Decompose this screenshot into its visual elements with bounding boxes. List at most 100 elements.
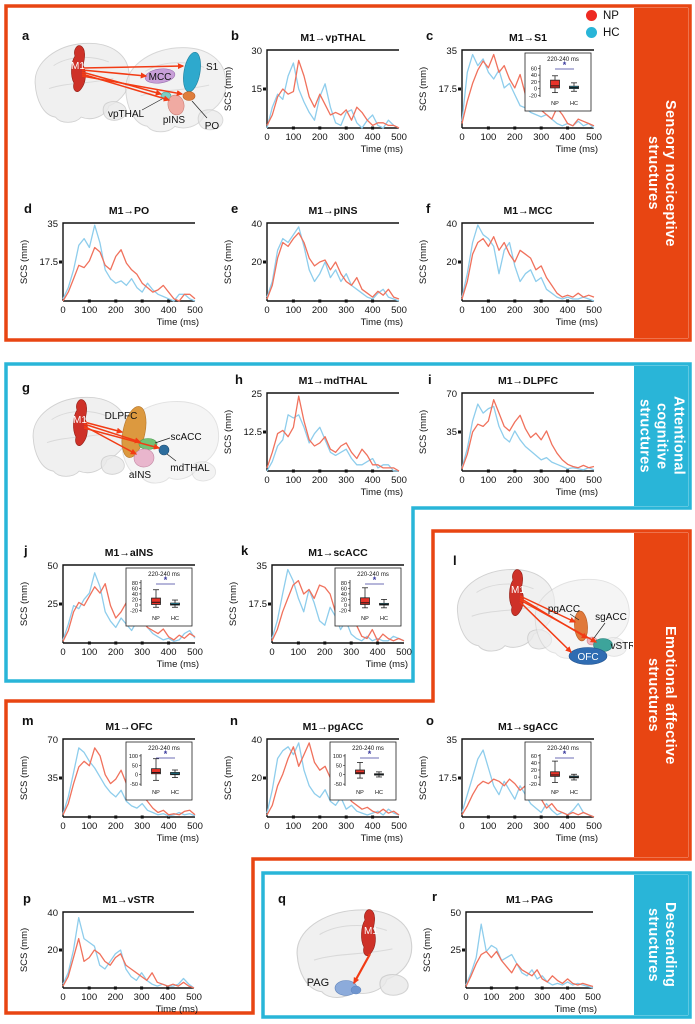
- chart-text: 40: [531, 761, 537, 767]
- pgacc-label: pgACC: [548, 604, 580, 615]
- hc-dot-icon: [586, 27, 597, 38]
- x-tick: 300: [533, 305, 549, 316]
- x-tick: 500: [391, 132, 407, 143]
- x-tick: 200: [312, 132, 328, 143]
- y-tick: 25: [450, 945, 461, 956]
- np-dot-icon: [586, 10, 597, 21]
- chart-b: M1→vpTHAL SCS (mm) 30 15 0 100 200 300 400 500Tim…: [223, 32, 407, 155]
- sgacc-leader-line: [593, 622, 606, 639]
- group-legend: NP HC: [586, 7, 620, 41]
- hc-series-line: [62, 224, 196, 302]
- y-tick: 15: [251, 84, 262, 95]
- chart-text: 20: [531, 768, 537, 774]
- x-tick: 200: [108, 821, 124, 832]
- y-axis-label: SCS (mm): [19, 928, 30, 972]
- x-tick: 300: [533, 132, 549, 143]
- x-tick: 500: [187, 305, 203, 316]
- x-tick: 300: [534, 992, 550, 1003]
- hc-series-line: [465, 923, 594, 989]
- chart-text: HC: [570, 790, 578, 796]
- x-tick: 200: [507, 821, 523, 832]
- np-series-line: [266, 395, 400, 472]
- chart-text: *: [368, 749, 372, 759]
- x-tick: 500: [391, 821, 407, 832]
- y-tick: 40: [446, 219, 457, 230]
- hc-series-line: [266, 226, 400, 302]
- legend-hc: HC: [586, 24, 620, 41]
- chart-text: 100: [333, 754, 342, 760]
- np-series-line: [461, 399, 595, 470]
- chart-text: 40: [341, 592, 347, 598]
- y-tick: 20: [446, 257, 457, 268]
- y-axis-label: SCS (mm): [223, 67, 234, 111]
- chart-text: *: [563, 749, 567, 759]
- brain-figure-q: M1 PAG: [296, 909, 413, 998]
- mdthal-label: mdTHAL: [170, 463, 210, 474]
- panel-letter-g: g: [22, 380, 30, 395]
- y-tick: 25: [251, 389, 262, 400]
- emotional-band: Emotional affective structures: [634, 533, 688, 857]
- x-tick: 0: [459, 305, 464, 316]
- vpthal-leader-line: [141, 98, 163, 111]
- chart-text: 220-240 ms: [357, 572, 389, 578]
- emotional-section-border: [4, 529, 692, 1015]
- x-tick: 400: [365, 305, 381, 316]
- chart-text: 0: [135, 773, 138, 779]
- brain-outline: [296, 909, 413, 998]
- x-tick: 0: [60, 647, 65, 658]
- x-tick: 100: [480, 475, 496, 486]
- chart-text: HC: [171, 790, 179, 796]
- m1-label: M1: [71, 61, 85, 72]
- x-axis-label: Time (ms): [366, 659, 408, 670]
- sgacc-label: sgACC: [595, 612, 627, 623]
- panel-letter-o: o: [426, 713, 434, 728]
- y-tick: 20: [251, 773, 262, 784]
- x-tick: 300: [533, 475, 549, 486]
- sensory-band: Sensory nociceptive structures: [634, 8, 688, 338]
- chart-text: 220-240 ms: [148, 572, 180, 578]
- axes: [266, 738, 399, 817]
- chart-text: NP: [356, 790, 364, 796]
- emotional-band-label: Emotional affective structures: [645, 625, 679, 765]
- chart-text: 0: [534, 87, 537, 93]
- chart-title: M1→mdTHAL: [299, 375, 368, 387]
- y-axis-label: SCS (mm): [422, 928, 433, 972]
- y-tick: 35: [256, 561, 267, 572]
- x-tick: 500: [187, 647, 203, 658]
- x-tick: 500: [391, 305, 407, 316]
- hc-series-line: [62, 747, 196, 817]
- x-tick: 400: [161, 821, 177, 832]
- attentional-band: Attentional cognitive structures: [634, 366, 688, 506]
- brain-figure-l: M1 pgACC sgACC vSTR OFC: [457, 569, 633, 665]
- x-tick: 200: [507, 305, 523, 316]
- chart-title: M1→aINS: [105, 547, 153, 559]
- chart-text: 80: [132, 581, 138, 587]
- chart-text: *: [563, 60, 567, 70]
- x-tick: 400: [365, 821, 381, 832]
- x-tick: 0: [463, 992, 468, 1003]
- y-axis-label: SCS (mm): [223, 756, 234, 800]
- axes: [461, 392, 594, 471]
- x-tick: 0: [264, 305, 269, 316]
- chart-text: 60: [341, 586, 347, 592]
- po-region: [182, 91, 196, 101]
- x-tick: 500: [586, 821, 602, 832]
- chart-title: M1→vpTHAL: [300, 32, 366, 44]
- chart-title: M1→S1: [509, 32, 547, 44]
- axes: [62, 911, 194, 988]
- chart-i: M1→DLPFC SCS (mm) 70 35 0 100 200 300 400 500Time…: [418, 375, 602, 498]
- x-tick: 0: [60, 992, 65, 1003]
- chart-h: M1→mdTHAL SCS (mm) 25 12.5 0 100 200 300 400 500T…: [223, 375, 407, 498]
- x-axis-label: Time (ms): [157, 659, 199, 670]
- x-tick: 100: [285, 305, 301, 316]
- x-tick: 100: [81, 647, 97, 658]
- m1-label: M1: [364, 926, 378, 937]
- x-tick: 500: [586, 475, 602, 486]
- x-tick: 400: [161, 305, 177, 316]
- chart-title: M1→MCC: [504, 205, 553, 217]
